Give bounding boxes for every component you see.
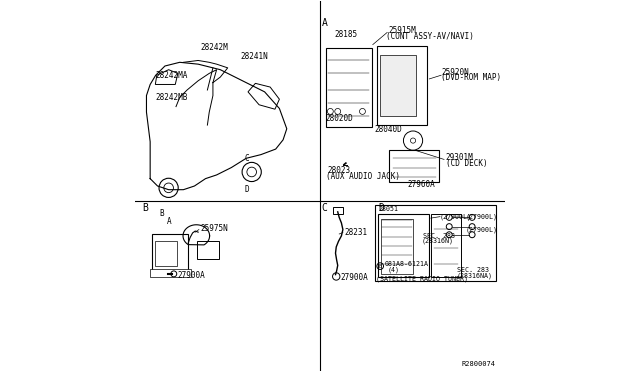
- Text: 27900A: 27900A: [340, 273, 368, 282]
- Text: 28185: 28185: [335, 30, 358, 39]
- Text: C: C: [322, 203, 328, 213]
- Text: (28316NA): (28316NA): [456, 272, 492, 279]
- Text: (DVD-ROM MAP): (DVD-ROM MAP): [441, 73, 501, 82]
- Text: B: B: [159, 209, 164, 218]
- Text: 28040D: 28040D: [374, 125, 403, 134]
- Text: A: A: [322, 18, 328, 28]
- Bar: [378, 214, 429, 277]
- Text: 27960A: 27960A: [407, 180, 435, 189]
- Text: 28231: 28231: [344, 228, 367, 237]
- Bar: [389, 150, 439, 182]
- Bar: [197, 241, 219, 259]
- Text: B: B: [142, 203, 148, 213]
- Bar: [377, 46, 427, 125]
- Text: 28242MB: 28242MB: [156, 93, 188, 102]
- Text: R2800074: R2800074: [461, 361, 495, 367]
- Text: D: D: [378, 203, 384, 213]
- Bar: [374, 205, 496, 281]
- Bar: [156, 241, 177, 266]
- Text: 28020D: 28020D: [326, 113, 353, 122]
- Text: (CONT ASSY-AV/NAVI): (CONT ASSY-AV/NAVI): [387, 32, 474, 41]
- Text: (AUX AUDIO JACK): (AUX AUDIO JACK): [326, 171, 399, 180]
- Text: (27900L): (27900L): [466, 226, 498, 233]
- Text: 25975N: 25975N: [200, 224, 228, 233]
- Text: 081A8-6121A: 081A8-6121A: [384, 261, 428, 267]
- Text: (27900L): (27900L): [440, 213, 472, 219]
- Bar: [326, 48, 372, 127]
- Text: 28051: 28051: [378, 206, 398, 212]
- Bar: [431, 214, 461, 277]
- Text: 28241N: 28241N: [241, 52, 268, 61]
- Text: 25920N: 25920N: [442, 68, 470, 77]
- Bar: [380, 55, 417, 116]
- Text: D: D: [244, 185, 249, 194]
- Text: A: A: [167, 217, 172, 225]
- Bar: [152, 234, 188, 271]
- Text: B: B: [379, 264, 381, 269]
- Text: 25915M: 25915M: [388, 26, 416, 35]
- Text: 28242MA: 28242MA: [156, 71, 188, 80]
- Bar: [381, 219, 413, 274]
- Bar: [333, 207, 343, 214]
- Text: 27900A: 27900A: [178, 271, 205, 280]
- Text: (28316N): (28316N): [422, 238, 454, 244]
- Text: SEC. 283: SEC. 283: [458, 267, 490, 273]
- Text: C: C: [244, 154, 249, 163]
- Text: 29301M: 29301M: [445, 153, 474, 162]
- Bar: [150, 269, 191, 277]
- Text: (CD DECK): (CD DECK): [445, 158, 487, 168]
- Text: (27900L): (27900L): [466, 213, 498, 219]
- Text: 28242M: 28242M: [200, 43, 228, 52]
- Text: (4): (4): [387, 267, 399, 273]
- Text: SEC. 283: SEC. 283: [422, 233, 454, 239]
- Text: 28023: 28023: [328, 166, 351, 175]
- Text: (SATELLITE RADIO TUNER): (SATELLITE RADIO TUNER): [376, 275, 468, 282]
